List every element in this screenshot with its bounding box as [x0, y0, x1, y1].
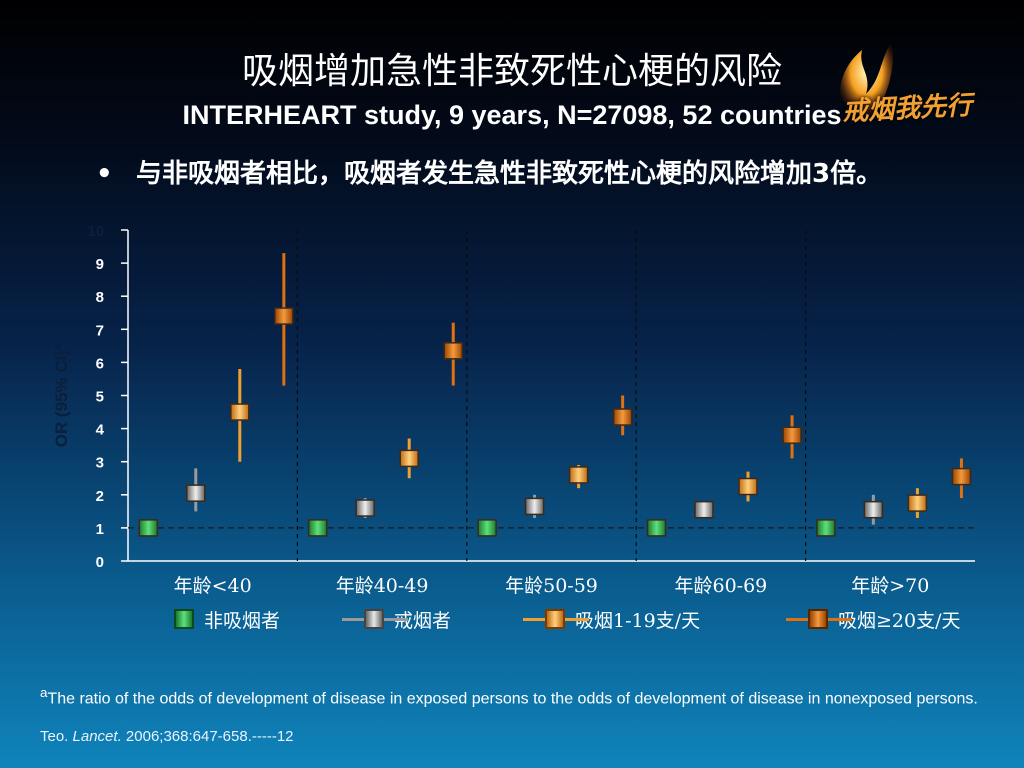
x-tick-label: 年龄>70 — [851, 575, 929, 597]
footnote-text: The ratio of the odds of development of … — [47, 690, 978, 708]
or-marker — [568, 466, 589, 484]
footnote-marker: a — [40, 685, 48, 700]
footnote: aThe ratio of the odds of development of… — [40, 682, 1000, 710]
y-tick-label: 3 — [96, 455, 104, 472]
legend-swatch-nonsmoker — [174, 609, 196, 629]
legend-swatch-former-smoker — [342, 609, 408, 629]
or-marker — [138, 519, 159, 537]
bullet-symbol: • — [96, 159, 113, 189]
campaign-logo-flame — [840, 42, 894, 118]
or-marker — [443, 342, 463, 360]
y-tick-label: 5 — [96, 389, 104, 406]
legend-item-smoker-1-19: 吸烟1-19支/天 — [523, 606, 701, 632]
y-tick-label: 9 — [96, 256, 104, 273]
or-marker — [816, 519, 836, 537]
or-marker — [951, 467, 972, 486]
or-marker — [612, 408, 633, 426]
bullet-text: 与非吸烟者相比，吸烟者发生急性非致死性心梗的风险增加3倍。 — [136, 159, 883, 189]
y-tick-label: 0 — [96, 554, 104, 571]
y-tick-label: 1 — [96, 521, 104, 538]
x-tick-label: 年龄50-59 — [505, 575, 598, 597]
or-marker — [694, 500, 714, 519]
legend-item-smoker-20plus: 吸烟≥20支/天 — [786, 606, 961, 632]
or-marker — [307, 519, 328, 537]
or-marker — [274, 307, 294, 325]
x-tick-label: 年龄40-49 — [336, 575, 429, 597]
citation-journal: Lancet. — [72, 728, 122, 745]
y-tick-label: 6 — [96, 355, 104, 372]
legend-swatch-smoker-1-19 — [523, 609, 589, 629]
or-marker — [186, 484, 206, 502]
x-tick-label: 年龄60-69 — [675, 575, 768, 597]
citation: Teo. Lancet. 2006;368:647-658.-----12 — [40, 728, 294, 745]
y-tick-label: 4 — [96, 422, 105, 439]
y-axis-label: OR (95% CI)ª — [52, 343, 71, 447]
legend-swatch-smoker-20plus — [786, 609, 852, 629]
legend-item-nonsmoker: 非吸烟者 — [174, 606, 280, 632]
legend-label: 吸烟≥20支/天 — [838, 609, 961, 632]
slide-subtitle: INTERHEART study, 9 years, N=27098, 52 c… — [182, 100, 842, 130]
y-tick-label: 7 — [96, 322, 104, 339]
y-tick-label: 8 — [96, 289, 104, 306]
legend-item-former-smoker: 戒烟者 — [342, 606, 452, 632]
y-tick-label: 10 — [87, 223, 104, 240]
or-marker — [477, 519, 497, 537]
citation-author: Teo. — [40, 728, 73, 745]
or-marker — [863, 500, 884, 519]
legend-label: 吸烟1-19支/天 — [575, 609, 701, 632]
or-marker — [907, 494, 928, 512]
x-tick-label: 年龄<40 — [174, 575, 252, 597]
legend-label: 非吸烟者 — [204, 609, 281, 632]
or-marker — [738, 477, 758, 496]
or-marker — [524, 497, 545, 516]
legend-label: 戒烟者 — [394, 609, 452, 632]
or-marker — [230, 403, 250, 421]
or-marker — [399, 449, 419, 468]
y-tick-label: 2 — [96, 488, 104, 505]
citation-details: 2006;368:647-658.-----12 — [121, 728, 294, 745]
or-marker — [782, 426, 802, 444]
or-marker — [646, 519, 667, 537]
or-marker — [355, 499, 375, 517]
slide-title: 吸烟增加急性非致死性心梗的风险 — [241, 51, 782, 92]
